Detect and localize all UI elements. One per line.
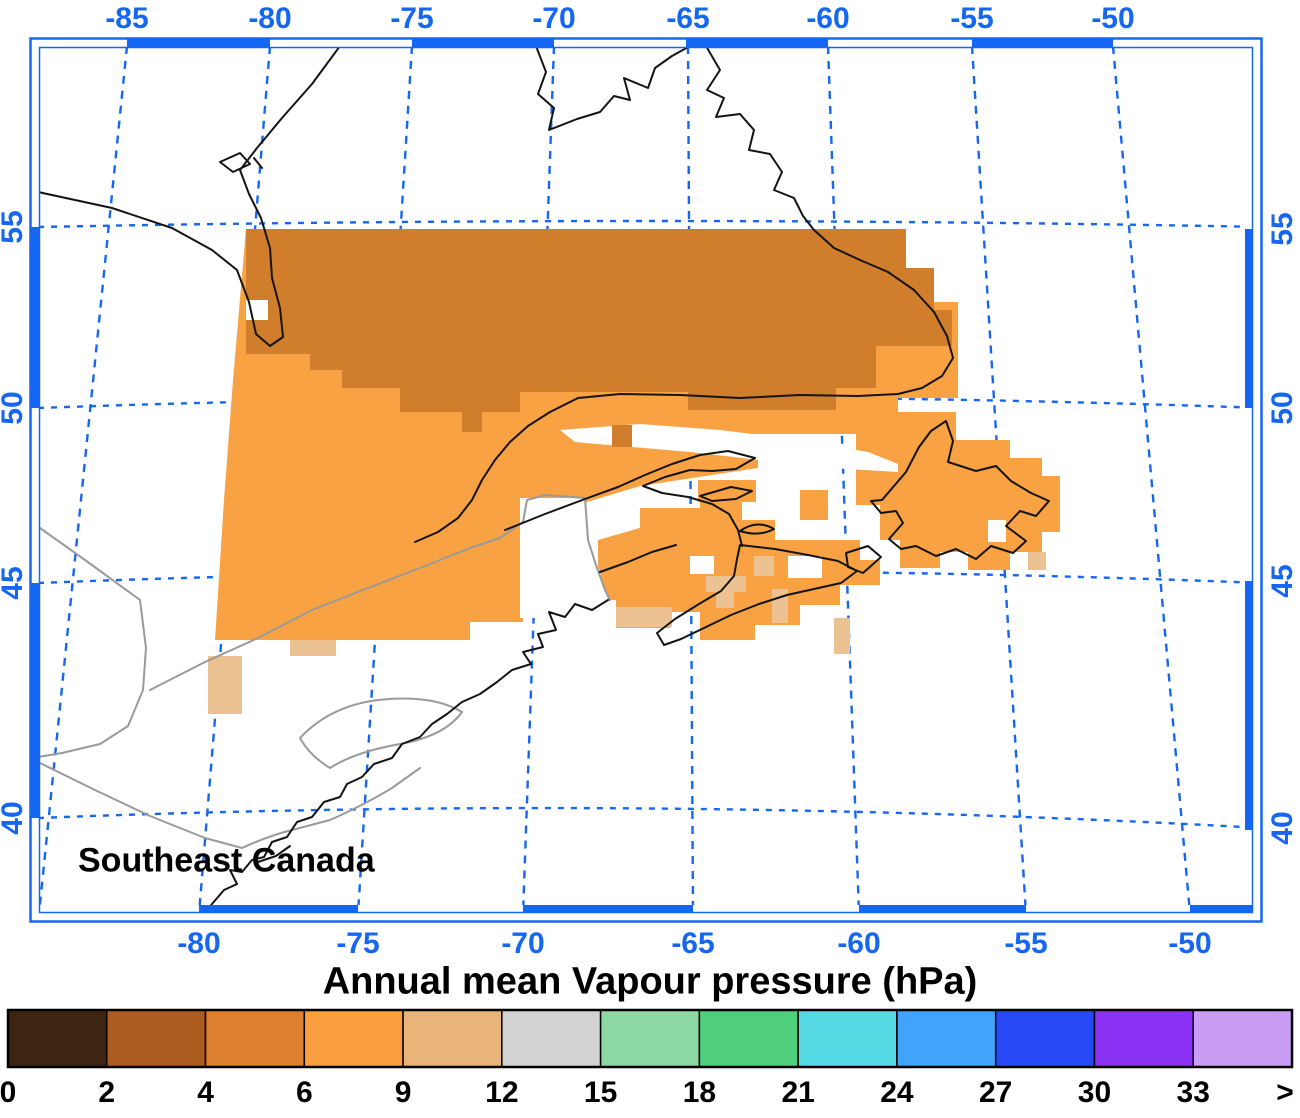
cell-9-12 [1028,552,1046,570]
lake-ontario [299,697,463,769]
vapour-pressure-cells [208,229,1060,714]
left-lat-tick-label: 40 [0,801,29,835]
cells-6-9-maritimes [598,494,880,640]
gaspe-south-shore [504,450,756,547]
ungava-coast [535,47,690,131]
newfoundland [870,420,1050,560]
nodata-nf-notch [988,520,1006,542]
colorbar-cell [303,1009,404,1068]
hudson-james-bay-coast [39,47,341,347]
anticosti-island [699,486,753,502]
colorbar-cell [1093,1009,1194,1068]
colorbar-tick-label: 21 [781,1076,815,1109]
borders-and-lakes [39,494,611,849]
cell-9-12 [716,592,734,608]
colorbar-tick-label: 15 [583,1076,618,1109]
colorbar-tick-label: 9 [394,1076,412,1109]
top-lon-tick-label: -65 [666,2,710,35]
bottom-lon-tick-label: -75 [336,927,380,960]
hudson-islands [219,152,263,173]
colorbar-cell [599,1009,701,1068]
colorbar-tick-label: 27 [979,1076,1013,1109]
bottom-lon-tick-label: -65 [671,927,715,960]
coastlines [39,47,1050,913]
colorbar-tick-label: 0 [0,1076,17,1109]
cell-9-12 [616,607,672,627]
bottom-lon-tick-label: -80 [177,927,221,960]
colorbar-tick-label: 18 [682,1076,717,1109]
colorbar-cell [698,1009,799,1068]
colorbar-cell [797,1009,898,1068]
top-lon-tick-label: -60 [806,2,850,35]
map-title: Annual mean Vapour pressure (hPa) [322,960,978,1003]
right-lat-tick-label: 40 [1266,811,1299,845]
prince-edward-island [739,523,775,535]
colorbar-tick-label: 6 [295,1076,313,1109]
cells-4-6-north [246,229,952,432]
colorbar-cell [106,1009,207,1068]
bottom-lon-tick-label: -60 [837,927,881,960]
cell-9-12 [772,589,788,623]
region-label: Southeast Canada [78,841,375,880]
bottom-lon-tick-label: -70 [501,927,545,960]
colorbar-tick-label: 12 [485,1076,519,1109]
labrador-northshore-coast [414,47,954,543]
nova-scotia [656,544,858,646]
colorbar-cell [896,1009,997,1068]
right-lat-tick-label: 45 [1266,564,1299,598]
us-border-west [39,526,147,758]
colorbar-cell [1192,1009,1293,1068]
top-lon-tick-label: -70 [532,2,576,35]
colorbar-tick-label: 30 [1077,1076,1112,1109]
colorbar-cell [501,1009,602,1068]
cells-6-9-gulf [800,490,828,520]
colorbar-cell [204,1009,306,1068]
top-lon-tick-label: -85 [105,2,149,35]
top-lon-tick-label: -50 [1091,2,1135,35]
cell-9-12 [290,640,336,656]
bottom-lon-tick-label: -55 [1004,927,1048,960]
colorbar-tick-label: > [1276,1076,1294,1109]
nodata-gulf-2 [788,556,822,578]
bottom-lon-tick-label: -50 [1168,927,1212,960]
colorbar-cell [994,1009,1096,1068]
fundy-shore [599,544,677,573]
map-frame [29,37,1263,923]
long-island [257,845,291,863]
us-border-stlawrence [149,521,524,691]
cells-6-9-newfoundland [856,412,1060,570]
cells-6-9-south-shore [492,440,758,540]
nodata-maine [520,498,608,618]
left-lat-tick-label: 50 [0,391,29,425]
colorbar [7,1009,1293,1068]
maine-border [522,494,611,601]
nodata-estuary [560,424,898,472]
cell-4-6-isolated [612,425,632,447]
cell-9-12 [754,556,774,576]
cell-9-12 [834,618,850,654]
colorbar-tick-label: 2 [98,1076,116,1109]
colorbar-outline [6,1008,1294,1069]
colorbar-tick-label: 24 [880,1076,914,1109]
top-lon-tick-label: -55 [950,2,994,35]
top-lon-tick-label: -80 [248,2,292,35]
left-lat-tick-label: 55 [0,210,29,244]
colorbar-tick-label: 33 [1176,1076,1210,1109]
right-lat-tick-label: 50 [1266,391,1299,425]
colorbar-tick-label: 4 [197,1076,214,1109]
cell-9-12 [208,656,242,714]
colorbar-cell [402,1009,503,1068]
cape-breton [845,545,882,574]
colorbar-cell [7,1009,108,1068]
right-lat-tick-label: 55 [1266,212,1299,246]
nodata-gulf-1 [690,556,714,574]
left-lat-tick-label: 45 [0,566,29,600]
top-lon-tick-label: -75 [390,2,434,35]
us-east-coast [203,599,609,913]
